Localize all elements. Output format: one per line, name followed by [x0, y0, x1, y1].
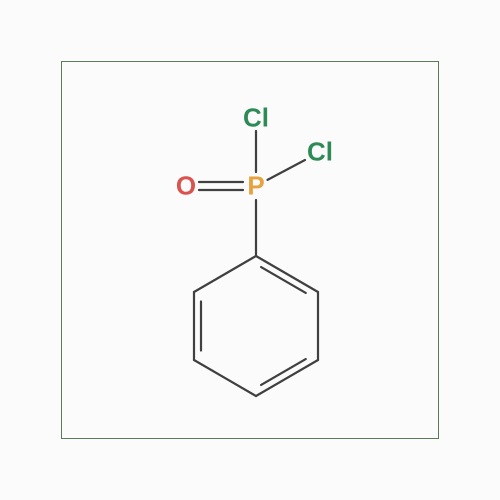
atom-Cl2: Cl: [307, 137, 333, 168]
atom-O: O: [176, 171, 196, 202]
bond-layer: [0, 0, 500, 500]
atom-Cl1: Cl: [243, 103, 269, 134]
atom-P: P: [247, 171, 264, 202]
